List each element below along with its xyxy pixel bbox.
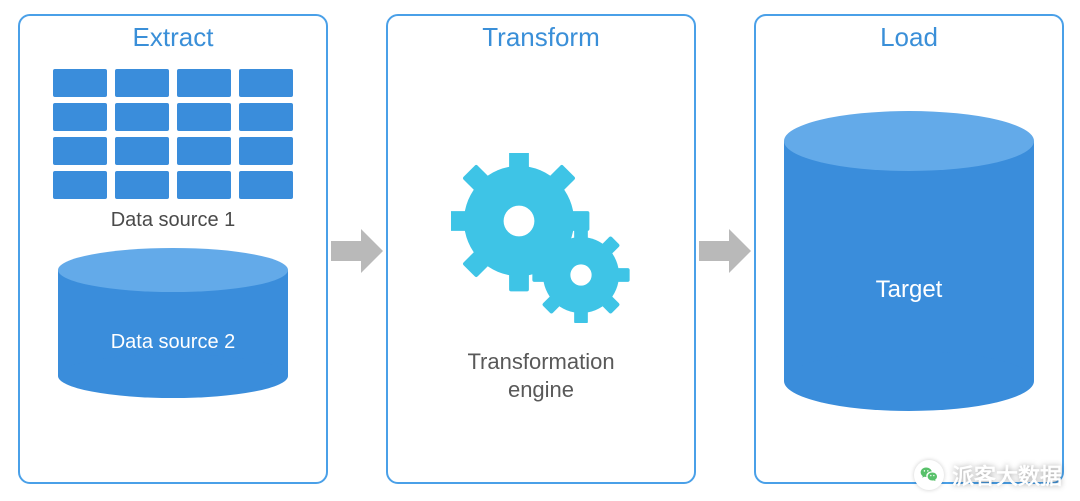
grid-cell	[115, 103, 169, 131]
grid-cell	[53, 103, 107, 131]
data-source-1-grid	[53, 69, 293, 199]
extract-title: Extract	[133, 22, 214, 53]
grid-cell	[53, 171, 107, 199]
grid-cell	[239, 137, 293, 165]
transform-label-line1: Transformation	[467, 349, 614, 374]
wechat-icon	[914, 460, 944, 490]
data-source-2-label: Data source 2	[58, 331, 288, 354]
grid-cell	[177, 69, 231, 97]
grid-cell	[177, 137, 231, 165]
transform-label-line2: engine	[508, 377, 574, 402]
grid-cell	[53, 69, 107, 97]
gears-icon	[451, 153, 631, 328]
data-source-2-cylinder: Data source 2	[58, 248, 288, 398]
target-cylinder: Target	[784, 111, 1034, 411]
grid-cell	[239, 171, 293, 199]
grid-cell	[115, 69, 169, 97]
grid-cell	[177, 171, 231, 199]
arrow-extract-to-transform	[328, 14, 386, 487]
arrow-icon	[699, 229, 751, 273]
load-title: Load	[880, 22, 938, 53]
load-panel: Load Target	[754, 14, 1064, 484]
extract-panel: Extract Data source 1 Data source 2	[18, 14, 328, 484]
grid-cell	[115, 137, 169, 165]
target-label: Target	[784, 276, 1034, 304]
arrow-icon	[331, 229, 383, 273]
transform-panel: Transform Transformation engine	[386, 14, 696, 484]
etl-diagram: Extract Data source 1 Data source 2 Tran…	[0, 0, 1080, 501]
data-source-1-label: Data source 1	[111, 209, 236, 232]
transform-label: Transformation engine	[467, 348, 614, 403]
grid-cell	[53, 137, 107, 165]
grid-cell	[239, 69, 293, 97]
watermark-text: 派客大数据	[952, 459, 1062, 491]
grid-cell	[239, 103, 293, 131]
transform-title: Transform	[482, 22, 600, 53]
watermark: 派客大数据	[914, 459, 1062, 491]
grid-cell	[177, 103, 231, 131]
arrow-transform-to-load	[696, 14, 754, 487]
grid-cell	[115, 171, 169, 199]
